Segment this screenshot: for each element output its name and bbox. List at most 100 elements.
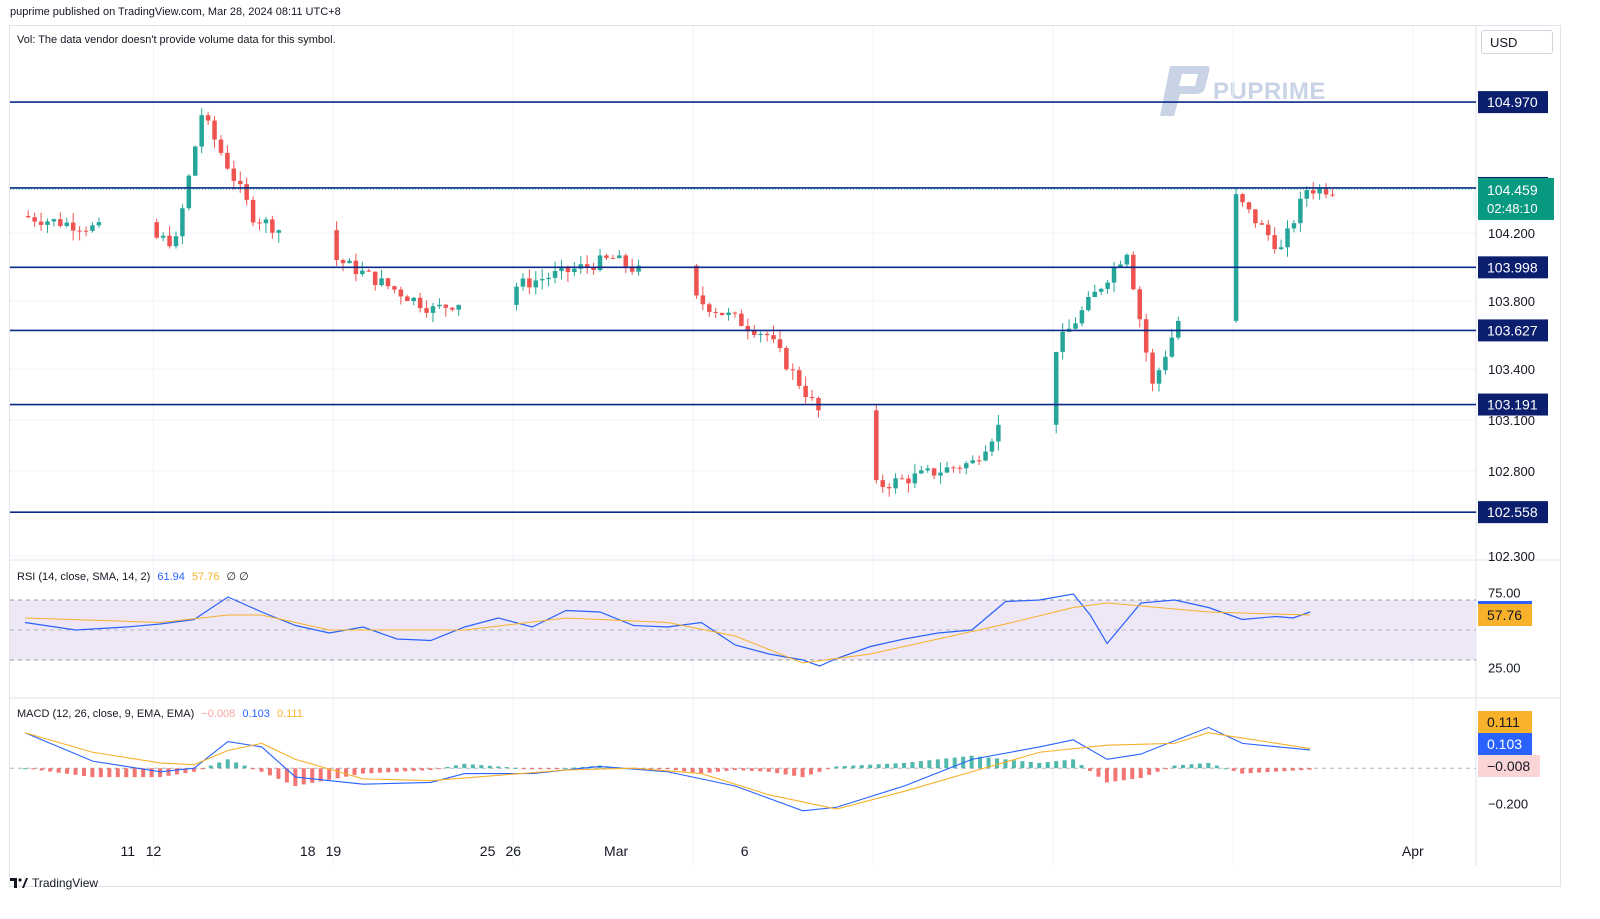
price-axis-tick: 103.800 xyxy=(1488,294,1535,309)
candles xyxy=(25,108,1335,497)
macd-hist-bar xyxy=(445,766,450,769)
candle-body xyxy=(1098,288,1104,292)
candle-body xyxy=(58,219,63,226)
candle-body xyxy=(1086,297,1091,311)
time-axis-tick: 19 xyxy=(326,843,342,859)
candle-body xyxy=(193,146,198,176)
candle-body xyxy=(1278,247,1284,250)
macd-hist-bar xyxy=(191,768,196,772)
rsi-axis-tick: 75.00 xyxy=(1488,586,1521,601)
candle-body xyxy=(1169,337,1175,357)
candle-body xyxy=(1131,254,1136,290)
grid xyxy=(10,26,1476,866)
macd-hist-bar xyxy=(496,766,501,769)
candle-body xyxy=(546,277,551,280)
candle-body xyxy=(764,333,770,336)
macd-value-label: 0.103 xyxy=(1487,736,1522,752)
macd-hist-bar xyxy=(1240,768,1245,774)
candle-body xyxy=(398,289,404,297)
tradingview-logo-icon xyxy=(10,878,28,888)
candle-body xyxy=(1253,209,1258,224)
macd-hist-bar xyxy=(276,768,281,779)
macd-hist-bar xyxy=(1104,768,1109,783)
macd-hist-bar xyxy=(428,768,433,770)
candle-body xyxy=(167,235,172,247)
tradingview-brand[interactable]: TradingView xyxy=(10,876,98,890)
candle-body xyxy=(931,468,937,476)
macd-hist-bar xyxy=(1037,762,1042,769)
candle-body xyxy=(392,286,397,290)
macd-hist-bar xyxy=(910,762,915,769)
macd-hist-bar xyxy=(470,764,475,769)
macd-hist-bar xyxy=(792,768,797,776)
macd-hist-bar xyxy=(944,758,949,769)
candle-body xyxy=(456,304,461,310)
candle-body xyxy=(450,307,455,310)
macd-hist-bar xyxy=(817,768,822,772)
candle-body xyxy=(443,304,449,308)
macd-hist-bar xyxy=(1130,768,1135,780)
level-label: 103.627 xyxy=(1487,322,1538,338)
candle-body xyxy=(205,115,211,121)
candle-body xyxy=(237,180,243,185)
macd-hist-bar xyxy=(420,768,425,771)
candle-body xyxy=(572,268,577,273)
rsi-legend[interactable]: RSI (14, close, SMA, 14, 2) 61.94 57.76 … xyxy=(17,570,253,583)
candle-body xyxy=(1272,235,1277,250)
candle-body xyxy=(1137,289,1142,320)
time-axis: 12 19 26 Mar 6 11 18 25 Apr xyxy=(121,843,1424,859)
macd-hist-bar xyxy=(1087,768,1092,771)
macd-hist-bar xyxy=(885,763,890,769)
macd-hist-bar xyxy=(453,765,458,769)
candle-body xyxy=(180,208,185,237)
macd-hist-bar xyxy=(166,768,171,776)
candle-body xyxy=(925,468,930,471)
candle-body xyxy=(707,304,712,312)
macd-legend[interactable]: MACD (12, 26, close, 9, EMA, EMA) −0.008… xyxy=(17,708,307,720)
rsi-legend-value: 61.94 xyxy=(157,571,185,583)
time-axis-tick: Apr xyxy=(1402,843,1424,859)
candle-body xyxy=(771,335,776,340)
candle-body xyxy=(1060,331,1065,352)
currency-selector[interactable]: USD xyxy=(1481,30,1553,54)
candle-body xyxy=(218,139,224,153)
macd-hist-bar xyxy=(741,768,746,771)
macd-hist-bar xyxy=(699,768,704,774)
candle-body xyxy=(70,222,76,231)
candle-body xyxy=(886,487,892,489)
macd-hist-bar xyxy=(1257,768,1262,773)
macd-hist-bar xyxy=(1003,759,1008,769)
macd-hist-bar xyxy=(217,762,222,769)
level-label: 103.998 xyxy=(1487,259,1538,275)
candle-body xyxy=(173,236,179,247)
macd-hist-bar xyxy=(758,768,763,772)
candle-body xyxy=(424,308,429,313)
candle-body xyxy=(405,296,410,302)
macd-hist-bar xyxy=(876,764,881,769)
rsi-legend-label: RSI (14, close, SMA, 14, 2) xyxy=(17,571,151,583)
price-axis-tick: 103.400 xyxy=(1488,362,1535,377)
macd-hist-bar xyxy=(115,768,120,778)
candle-body xyxy=(617,255,622,259)
macd-axis-tick: −0.200 xyxy=(1488,797,1528,812)
candle-body xyxy=(527,278,532,288)
volume-note: Vol: The data vendor doesn't provide vol… xyxy=(17,34,336,46)
candle-body xyxy=(1150,352,1155,384)
macd-hist-bar xyxy=(234,762,239,769)
macd-hist-bar xyxy=(648,768,653,770)
macd-hist-bar xyxy=(952,757,957,769)
macd-hist-bar xyxy=(1062,760,1067,769)
candle-body xyxy=(751,330,757,336)
candle-body xyxy=(732,312,738,314)
macd-hist-bar xyxy=(902,762,907,769)
candle-body xyxy=(340,260,346,264)
candle-body xyxy=(1176,320,1181,338)
candle-body xyxy=(989,441,995,452)
macd-hist-bar xyxy=(124,768,129,778)
candle-body xyxy=(944,467,950,473)
publish-info: puprime published on TradingView.com, Ma… xyxy=(10,6,341,18)
candle-body xyxy=(96,222,102,226)
level-label-box xyxy=(1478,91,1548,114)
candle-body xyxy=(610,257,616,259)
